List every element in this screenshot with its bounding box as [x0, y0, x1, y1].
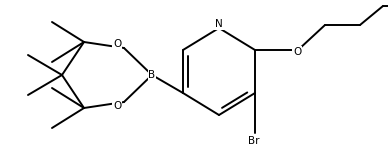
Text: O: O [113, 101, 121, 111]
Text: B: B [149, 70, 156, 80]
Text: O: O [293, 47, 301, 57]
Text: N: N [215, 19, 223, 29]
Text: Br: Br [248, 136, 260, 146]
Text: O: O [113, 39, 121, 49]
